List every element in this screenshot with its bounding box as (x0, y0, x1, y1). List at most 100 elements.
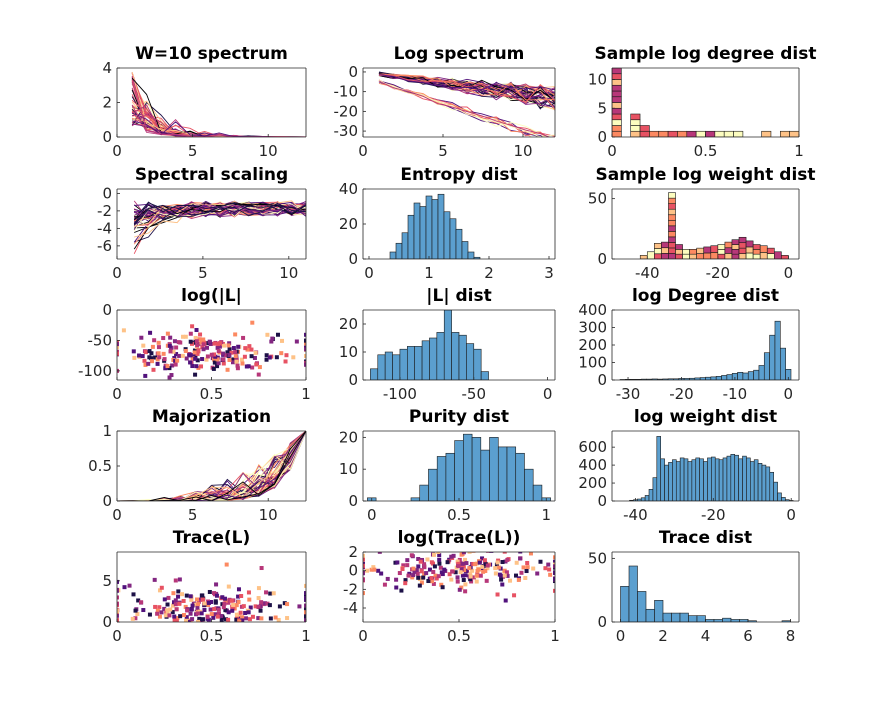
series-line (131, 71, 306, 137)
scatter-point (163, 366, 168, 371)
scatter-point (201, 347, 206, 352)
scatter-point (170, 363, 175, 368)
bar (737, 371, 744, 380)
bar (686, 130, 697, 137)
scatter-point (449, 577, 454, 582)
scatter-point (171, 349, 176, 354)
bar (668, 208, 676, 216)
series-line (378, 74, 555, 91)
scatter-point (212, 612, 217, 617)
y-tick-label: 0 (597, 492, 607, 510)
scatter-point (190, 324, 195, 329)
bar (738, 236, 747, 244)
scatter-point (193, 335, 198, 340)
scatter-point (379, 571, 384, 576)
bar (711, 456, 716, 501)
scatter-point (502, 573, 507, 578)
scatter-point (188, 360, 193, 365)
scatter-point (199, 593, 204, 598)
bar (612, 73, 622, 80)
bar (752, 253, 761, 259)
scatter-point (209, 600, 214, 605)
panel-title: W=10 spectrum (135, 44, 288, 64)
bar (738, 458, 743, 501)
scatter-point (185, 608, 190, 613)
plot-area (117, 431, 306, 501)
bar (687, 461, 693, 501)
bar (668, 242, 676, 249)
scatter-point (206, 600, 211, 605)
x-tick-label: 0 (112, 264, 122, 282)
scatter-point (265, 601, 270, 606)
scatter-point (234, 612, 239, 617)
scatter-point (264, 590, 269, 595)
series-line (117, 431, 306, 501)
scatter-point (193, 356, 198, 361)
scatter-point (167, 375, 172, 380)
bar (654, 600, 664, 622)
scatter-point (304, 591, 306, 596)
scatter-point (201, 342, 206, 347)
x-tick-label: -40 (623, 506, 648, 524)
y-tick-label: 10 (339, 460, 358, 478)
scatter-point (180, 353, 185, 358)
scatter-point (524, 569, 529, 574)
panel-p1: 0 5 10 0 2 4 W=10 spectrum (102, 44, 307, 160)
bar (758, 365, 765, 380)
scatter-point (199, 364, 204, 369)
scatter-point (385, 576, 390, 581)
scatter-point (478, 573, 483, 578)
scatter-point (188, 331, 193, 336)
scatter-point (189, 597, 194, 602)
y-tick-label: -30 (334, 122, 359, 140)
scatter-point (239, 357, 244, 362)
bar (717, 253, 726, 259)
scatter-point (223, 608, 228, 613)
x-tick-label: 1 (794, 142, 804, 160)
bar (746, 457, 751, 501)
scatter-point (156, 345, 161, 350)
scatter-point (192, 350, 197, 355)
scatter-point (518, 556, 523, 561)
scatter-point (268, 591, 273, 596)
series-line (117, 431, 306, 501)
bar (675, 253, 683, 259)
scatter-point (162, 597, 167, 602)
y-tick-label: 0.5 (88, 457, 112, 475)
scatter-point (238, 610, 243, 615)
y-tick-label: 0 (348, 371, 358, 389)
bar (443, 310, 452, 380)
bar (766, 247, 775, 254)
bar (628, 565, 638, 622)
scatter-point (155, 608, 160, 613)
scatter-point (437, 561, 442, 566)
x-tick-label: -40 (635, 264, 660, 282)
bar (707, 457, 712, 501)
bar (639, 255, 648, 259)
scatter-point (500, 582, 505, 587)
scatter-point (253, 604, 258, 609)
scatter-point (405, 563, 410, 568)
scatter-point (214, 582, 219, 587)
scatter-point (294, 339, 299, 344)
bar (695, 130, 706, 137)
bar (473, 256, 481, 259)
bar (656, 436, 661, 501)
scatter-point (258, 608, 263, 613)
scatter-point (304, 607, 306, 612)
scatter-point (221, 351, 226, 356)
y-tick-label: -20 (334, 102, 359, 120)
bar (738, 253, 747, 259)
scatter-point (177, 601, 182, 606)
scatter-point (195, 605, 200, 610)
scatter-point (195, 351, 200, 356)
scatter-point (304, 347, 306, 352)
series-line (133, 201, 306, 220)
plot-area (619, 320, 792, 380)
plot-area (370, 310, 489, 380)
scatter-point (227, 357, 232, 362)
scatter-point (173, 598, 178, 603)
scatter-point (146, 361, 151, 366)
scatter-point (453, 570, 458, 575)
scatter-point (254, 362, 259, 367)
